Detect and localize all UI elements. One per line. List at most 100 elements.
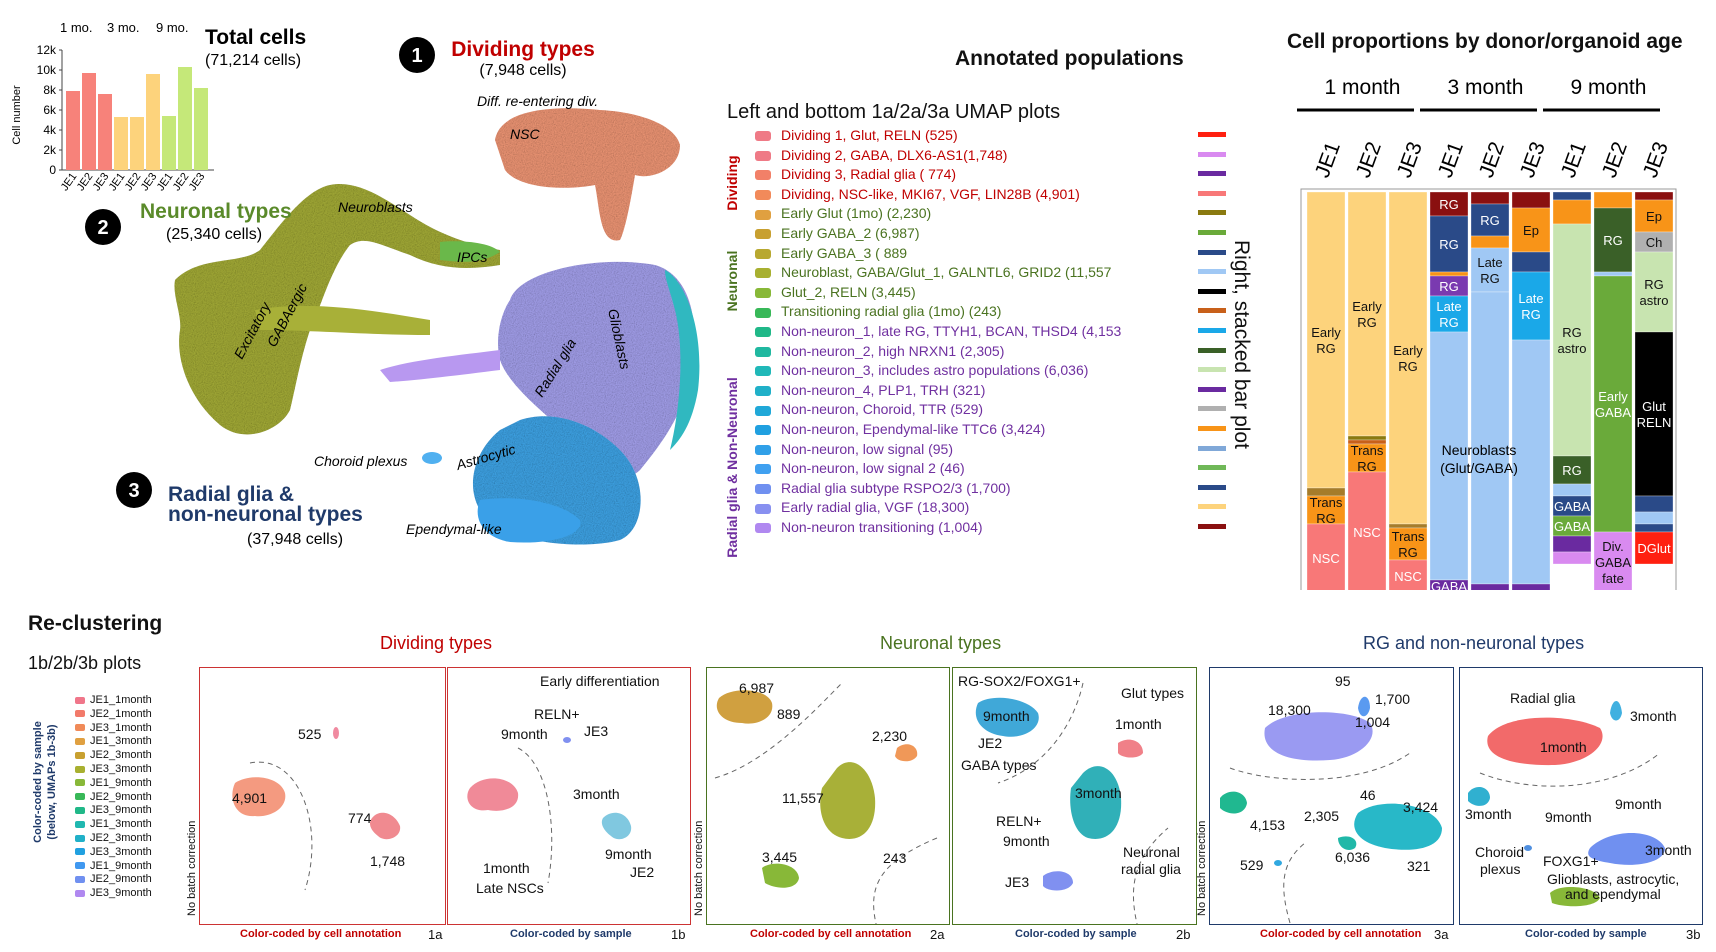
sample-legend-icon [75, 806, 85, 814]
legend-swatch [1198, 171, 1226, 177]
legend-item-icon [755, 288, 771, 299]
legend-swatch [1198, 269, 1226, 275]
bar-je3 [146, 74, 160, 170]
nobatch-2: No batch correction [693, 820, 705, 916]
legend-side-dividing: Dividing [724, 155, 740, 211]
segment-label: Early [1311, 325, 1341, 340]
sample-legend-item: JE1_3month [75, 735, 152, 747]
glioblasts-cluster [665, 270, 700, 450]
section-dividing: Dividing types [380, 633, 493, 653]
legend-item-label: Transitioning radial glia (1mo) (243) [781, 303, 1002, 320]
panel-2b: RG-SOX2/FOXG1+ Glut types 9month 1month … [952, 667, 1197, 925]
stacked-segment [1306, 191, 1346, 489]
legend-swatch [1198, 190, 1226, 196]
cluster-3month [1070, 766, 1122, 839]
legend-item: Non-neuron transitioning (1,004) [755, 519, 983, 539]
divider-line-2 [873, 837, 938, 924]
age-label: 3 month [1448, 76, 1524, 99]
sample-legend-item: JE2_3month [75, 832, 152, 844]
group-label-9mo: 9 mo. [156, 20, 189, 35]
group-label-1mo: 1 mo. [60, 20, 93, 35]
column-label: JE2 [1475, 139, 1509, 181]
divider-line-2 [1132, 827, 1169, 924]
sample-legend-item: JE2_9month [75, 791, 152, 803]
segment-label: GABA [1595, 405, 1631, 420]
nobatch-1: No batch correction [186, 820, 198, 916]
legend-item: Dividing 1, Glut, RELN (525) [755, 127, 958, 147]
stacked-segment [1634, 495, 1674, 513]
sample-legend-item: JE1_3month [75, 818, 152, 830]
label-early-diff: Early differentiation [540, 673, 660, 689]
label-je2: JE2 [630, 864, 655, 880]
label-radial-glia: radial glia [1121, 861, 1181, 877]
legend-item-icon [755, 523, 771, 534]
stacked-segment [1470, 235, 1510, 249]
legend-item: Non-neuron, Ependymal-like TTC6 (3,424) [755, 421, 1045, 441]
stacked-segment [1388, 523, 1428, 529]
segment-label: RG [1398, 359, 1418, 374]
sample-legend-label: JE3_3month [90, 845, 152, 858]
choroid-cluster [422, 452, 442, 464]
cluster-1748 [370, 812, 401, 840]
section-neuronal: Neuronal types [880, 633, 1002, 653]
legend-title: Annotated populations [955, 47, 1184, 70]
stacked-segment [1593, 271, 1633, 277]
stacked-segment [1347, 191, 1387, 437]
label-95: 95 [1335, 673, 1351, 689]
legend-swatch [1198, 249, 1226, 255]
recluster-subtitle: 1b/2b/3b plots [28, 653, 142, 673]
label-choroid-plexus: Choroid plexus [314, 453, 407, 469]
column-label: JE2 [1352, 139, 1386, 181]
divider-line [1229, 752, 1411, 780]
legend-item-icon [755, 170, 771, 181]
sample-legend-label: JE1_9month [90, 776, 152, 789]
label-9month-b: 9month [605, 846, 652, 862]
label-3424: 3,424 [1403, 799, 1439, 815]
y-tick-label: 2k [43, 143, 57, 157]
group-badge-3 [116, 472, 152, 508]
legend-item: Neuroblast, GABA/Glut_1, GALNTL6, GRID2 … [755, 264, 1111, 284]
gabaergic-branch [255, 305, 430, 335]
caption-3b: Color-coded by sample [1525, 928, 1647, 940]
cluster-18300 [1264, 712, 1373, 761]
sample-legend-item: JE3_1month [75, 722, 152, 734]
label-11557: 11,557 [782, 790, 824, 806]
cluster-1month [467, 778, 519, 811]
column-label: JE3 [1516, 139, 1550, 181]
group-badge-3-num: 3 [128, 480, 139, 502]
sample-legend-icon [75, 862, 85, 870]
legend-item-icon [755, 503, 771, 514]
segment-label: Early [1393, 343, 1423, 358]
stacked-segment [1552, 223, 1592, 457]
segment-label: Late [1477, 255, 1502, 270]
radial-glia-cluster [498, 261, 695, 477]
bar-je3 [98, 94, 112, 170]
stacked-segment [1634, 331, 1674, 497]
label-glioblasts: Glioblasts, astrocytic, [1547, 871, 1680, 887]
age-label: 9 month [1571, 76, 1647, 99]
label-3month-c: 3month [1645, 842, 1692, 858]
divider-line [1479, 752, 1661, 787]
legend-item-icon [755, 190, 771, 201]
stacked-title: Cell proportions by donor/organoid age [1287, 30, 1683, 53]
legend-item-label: Early Glut (1mo) (2,230) [781, 205, 932, 222]
column-label: JE2 [1598, 139, 1632, 181]
segment-label: Div. [1602, 539, 1623, 554]
legend-swatch [1198, 367, 1226, 373]
legend-item-icon [755, 425, 771, 436]
sample-legend-icon [75, 793, 85, 801]
segment-label: Early [1598, 389, 1628, 404]
segment-label: Ep [1523, 223, 1539, 238]
cluster-529 [1274, 860, 1282, 866]
legend-item-label: Neuroblast, GABA/Glut_1, GALNTL6, GRID2 … [781, 264, 1112, 281]
legend-item: Non-neuron, Choroid, TTR (529) [755, 401, 983, 421]
panel-3a: 95 1,700 18,300 1,004 4,153 46 2,305 3,4… [1209, 667, 1454, 925]
cluster-choroid [1524, 845, 1532, 851]
sample-legend-item: JE3_3month [75, 846, 152, 858]
panel-id-2b: 2b [1176, 927, 1191, 942]
sample-legend-icon [75, 710, 85, 718]
stacked-bar-chart: 1 month 3 month 9 month JE1 JE2 JE3 JE1 JE2 JE3… [1297, 76, 1677, 590]
group-badge-1-num: 1 [411, 45, 422, 67]
legend-swatch [1198, 328, 1226, 333]
stacked-segment [1511, 207, 1551, 253]
